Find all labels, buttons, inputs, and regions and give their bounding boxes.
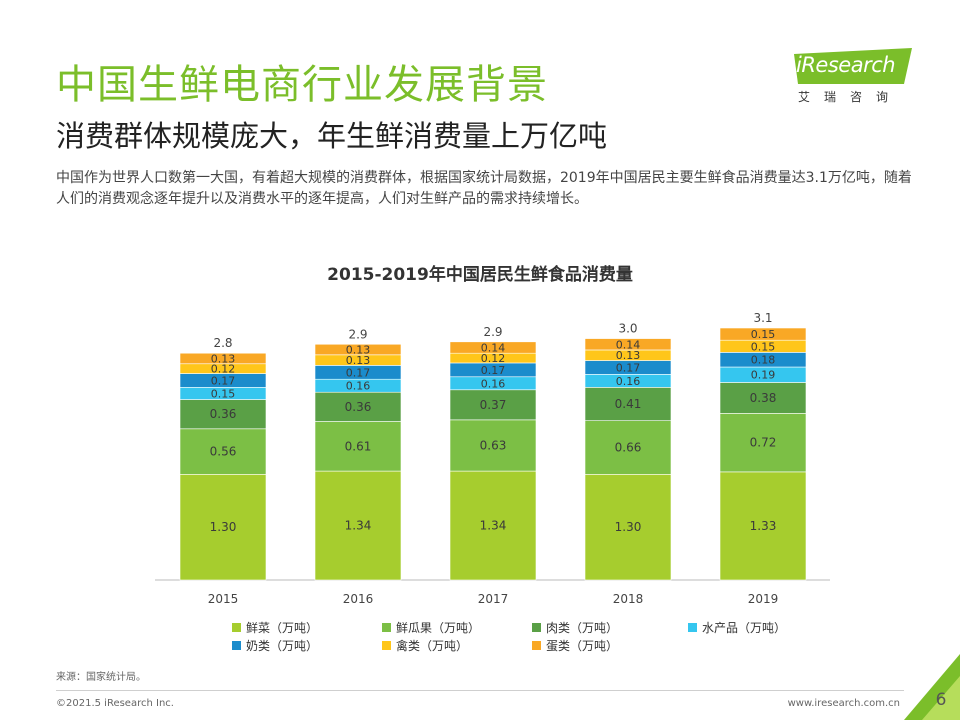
data-label: 1.33	[750, 519, 777, 533]
logo-tagline: 艾瑞咨询	[798, 90, 903, 104]
chart-title: 2015-2019年中国居民生鲜食品消费量	[327, 264, 633, 285]
data-label: 0.66	[615, 440, 642, 454]
source-note: 来源：国家统计局。	[56, 672, 146, 683]
x-tick-label: 2019	[748, 592, 779, 606]
data-label: 0.17	[616, 361, 641, 374]
data-label: 0.16	[346, 380, 371, 393]
total-label: 3.1	[753, 311, 772, 325]
data-label: 0.12	[211, 363, 236, 376]
bar-segment	[314, 343, 402, 356]
data-label: 0.17	[481, 364, 506, 377]
bar-segment	[179, 428, 267, 475]
bar-segment	[314, 421, 402, 472]
legend-label: 水产品（万吨）	[702, 621, 786, 635]
bar-segment	[584, 387, 672, 421]
data-label: 0.17	[211, 374, 236, 387]
legend-label: 禽类（万吨）	[396, 638, 468, 653]
page-subtitle: 消费群体规模庞大，年生鲜消费量上万亿吨	[56, 119, 608, 153]
data-label: 0.63	[480, 438, 507, 452]
bar-segment	[179, 399, 267, 430]
legend-swatch	[532, 641, 541, 650]
x-tick-label: 2016	[343, 592, 374, 606]
data-label: 0.16	[616, 375, 641, 388]
legend-swatch	[382, 623, 391, 632]
data-label: 0.61	[345, 439, 372, 453]
data-label: 0.72	[750, 436, 777, 450]
bar-segment	[449, 341, 537, 354]
data-label: 0.16	[481, 377, 506, 390]
bar-segment	[719, 413, 807, 473]
data-label: 0.56	[210, 445, 237, 459]
legend-swatch	[688, 623, 697, 632]
data-label: 0.19	[751, 369, 776, 382]
bar-segment	[314, 391, 402, 422]
data-label: 0.38	[750, 391, 777, 405]
x-tick-label: 2018	[613, 592, 644, 606]
data-label: 0.17	[346, 366, 371, 379]
legend-swatch	[382, 641, 391, 650]
data-label: 0.13	[211, 352, 236, 365]
data-label: 1.30	[210, 520, 237, 534]
data-label: 0.15	[751, 340, 776, 353]
bar-segment	[719, 471, 807, 581]
data-label: 0.14	[616, 338, 641, 351]
bar-segment	[584, 474, 672, 581]
page-title: 中国生鲜电商行业发展背景	[56, 62, 548, 108]
logo-wordmark: iResearch	[796, 53, 896, 77]
consumption-chart: 2015-2019年中国居民生鲜食品消费量1.300.560.360.150.1…	[155, 264, 830, 653]
legend-label: 鲜瓜果（万吨）	[396, 621, 480, 635]
page-description: 中国作为世界人口数第一大国，有着超大规模的消费群体，根据国家统计局数据，2019…	[56, 170, 912, 207]
bar-segment	[719, 382, 807, 414]
data-label: 1.34	[345, 519, 372, 533]
legend-label: 蛋类（万吨）	[546, 639, 618, 653]
bar-segment	[584, 420, 672, 475]
data-label: 0.37	[480, 398, 507, 412]
bar-segment	[449, 470, 537, 581]
legend-label: 鲜菜（万吨）	[246, 621, 318, 635]
data-label: 0.13	[346, 354, 371, 367]
corner-decoration	[904, 654, 960, 720]
data-label: 0.12	[481, 352, 506, 365]
bar-segment	[179, 474, 267, 581]
logo-banner-shape	[794, 48, 912, 84]
legend-swatch	[232, 623, 241, 632]
data-label: 0.15	[211, 387, 236, 400]
data-label: 1.34	[480, 519, 507, 533]
legend-swatch	[232, 641, 241, 650]
data-label: 0.15	[751, 328, 776, 341]
data-label: 0.18	[751, 354, 776, 367]
footer-divider	[56, 690, 904, 691]
bar-segment	[449, 389, 537, 421]
x-tick-label: 2015	[208, 592, 239, 606]
x-tick-label: 2017	[478, 592, 509, 606]
data-label: 0.36	[345, 400, 372, 414]
total-label: 2.9	[348, 327, 367, 341]
bar-segment	[179, 352, 267, 365]
page-number: 6	[935, 690, 947, 710]
data-label: 1.30	[615, 520, 642, 534]
legend-swatch	[532, 623, 541, 632]
legend-label: 肉类（万吨）	[546, 621, 618, 635]
data-label: 0.41	[615, 397, 642, 411]
legend-label: 奶类（万吨）	[246, 639, 318, 653]
bar-segment	[584, 338, 672, 351]
data-label: 0.13	[616, 349, 641, 362]
iresearch-logo: iResearch 艾瑞咨询	[790, 48, 920, 108]
bar-segment	[719, 327, 807, 341]
total-label: 2.9	[483, 325, 502, 339]
total-label: 3.0	[618, 322, 637, 336]
website-text: www.iresearch.com.cn	[787, 698, 900, 709]
data-label: 0.14	[481, 342, 506, 355]
bar-segment	[449, 419, 537, 472]
copyright-text: ©2021.5 iResearch Inc.	[56, 698, 174, 709]
data-label: 0.36	[210, 407, 237, 421]
data-label: 0.13	[346, 344, 371, 357]
total-label: 2.8	[213, 336, 232, 350]
